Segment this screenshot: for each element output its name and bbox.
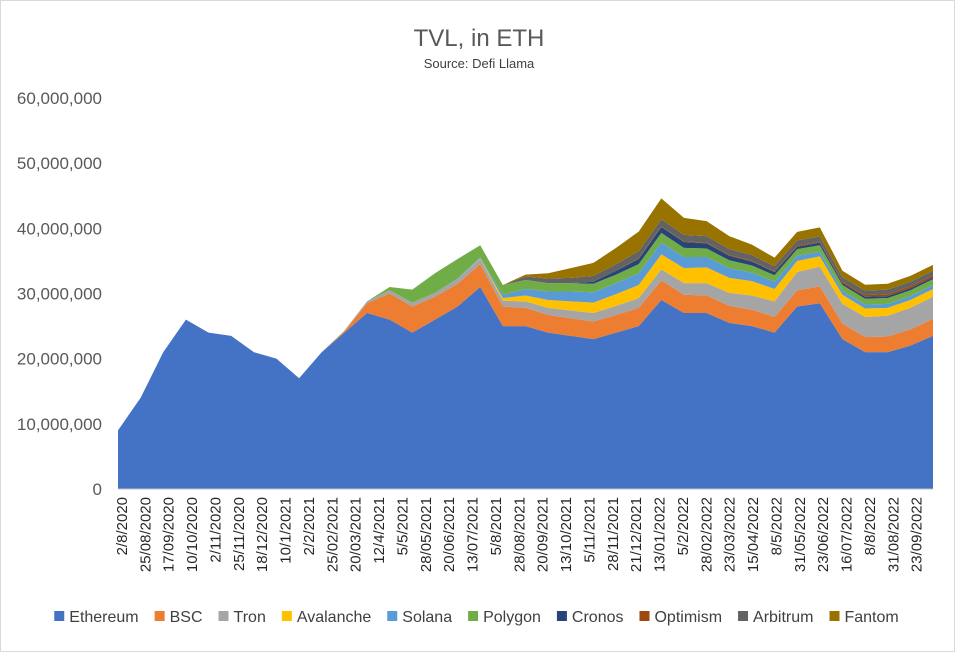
chart-title: TVL, in ETH (414, 25, 545, 52)
legend-swatch-tron (218, 611, 229, 621)
y-tick-label: 40,000,000 (17, 219, 102, 238)
x-tick-label: 25/02/2021 (324, 497, 341, 572)
x-axis-ticks: 2/8/2020 25/08/2020 17/09/2020 10/10/2020 2/… (114, 497, 926, 572)
legend-label-fantom: Fantom (844, 609, 898, 626)
legend-label-tron: Tron (234, 609, 266, 626)
y-tick-label: 0 (93, 480, 102, 499)
series-areas (118, 198, 933, 489)
y-tick-label: 20,000,000 (17, 350, 102, 369)
legend-swatch-avalanche (281, 611, 292, 621)
y-tick-label: 50,000,000 (17, 154, 102, 173)
legend-label-cronos: Cronos (572, 609, 624, 626)
legend-swatch-solana (387, 611, 398, 621)
legend-swatch-optimism (639, 611, 650, 621)
legend-swatch-arbitrum (738, 611, 749, 621)
x-tick-label: 17/09/2020 (161, 497, 178, 572)
x-tick-label: 2/8/2020 (114, 497, 131, 555)
y-axis-ticks: 60,000,000 50,000,000 40,000,000 30,000,000… (17, 89, 102, 499)
x-tick-label: 20/06/2021 (441, 497, 458, 572)
legend-label-polygon: Polygon (483, 609, 541, 626)
x-tick-label: 10/10/2020 (184, 497, 201, 572)
x-tick-label: 28/08/2021 (511, 497, 528, 572)
x-tick-label: 25/08/2020 (137, 497, 154, 572)
x-tick-label: 8/8/2022 (862, 497, 879, 555)
legend-swatch-cronos (556, 611, 567, 621)
x-tick-label: 28/05/2021 (418, 497, 435, 572)
x-tick-label: 23/09/2022 (909, 497, 926, 572)
y-tick-label: 60,000,000 (17, 89, 102, 108)
y-tick-label: 30,000,000 (17, 285, 102, 304)
legend-label-solana: Solana (402, 609, 452, 626)
legend: Ethereum BSC Tron Avalanche Solana Polygon Cro… (54, 609, 899, 626)
x-tick-label: 21/12/2021 (628, 497, 645, 572)
x-tick-label: 28/11/2021 (605, 497, 622, 571)
legend-swatch-polygon (468, 611, 479, 621)
x-tick-label: 20/03/2021 (348, 497, 365, 572)
x-tick-label: 23/06/2022 (815, 497, 832, 572)
x-tick-label: 2/11/2020 (207, 497, 224, 563)
legend-swatch-bsc (154, 611, 165, 621)
x-tick-label: 8/5/2022 (768, 497, 785, 555)
legend-label-arbitrum: Arbitrum (753, 609, 813, 626)
x-tick-label: 5/2/2022 (675, 497, 692, 555)
legend-label-avalanche: Avalanche (297, 609, 372, 626)
x-tick-label: 28/02/2022 (698, 497, 715, 572)
chart-subtitle: Source: Defi Llama (424, 56, 535, 71)
x-tick-label: 16/07/2022 (839, 497, 856, 572)
x-tick-label: 31/08/2022 (885, 497, 902, 572)
legend-swatch-fantom (829, 611, 840, 621)
x-tick-label: 25/11/2020 (231, 497, 248, 571)
x-tick-label: 5/8/2021 (488, 497, 505, 555)
x-tick-label: 13/10/2021 (558, 497, 575, 572)
x-tick-label: 12/4/2021 (371, 497, 388, 564)
legend-label-ethereum: Ethereum (69, 609, 138, 626)
x-tick-label: 20/09/2021 (535, 497, 552, 572)
y-tick-label: 10,000,000 (17, 415, 102, 434)
x-tick-label: 10/1/2021 (278, 497, 295, 564)
series-area-tron (118, 258, 933, 431)
legend-label-optimism: Optimism (654, 609, 722, 626)
x-tick-label: 31/05/2022 (792, 497, 809, 572)
legend-swatch-ethereum (54, 611, 65, 621)
x-tick-label: 23/03/2022 (722, 497, 739, 572)
x-tick-label: 2/2/2021 (301, 497, 318, 555)
x-tick-label: 13/07/2021 (465, 497, 482, 572)
legend-label-bsc: BSC (170, 609, 203, 626)
x-tick-label: 5/11/2021 (581, 497, 598, 563)
series-area-ethereum (118, 286, 933, 489)
x-tick-label: 18/12/2020 (254, 497, 271, 572)
x-tick-label: 13/01/2022 (652, 497, 669, 572)
x-tick-label: 15/04/2022 (745, 497, 762, 572)
x-tick-label: 5/5/2021 (394, 497, 411, 555)
